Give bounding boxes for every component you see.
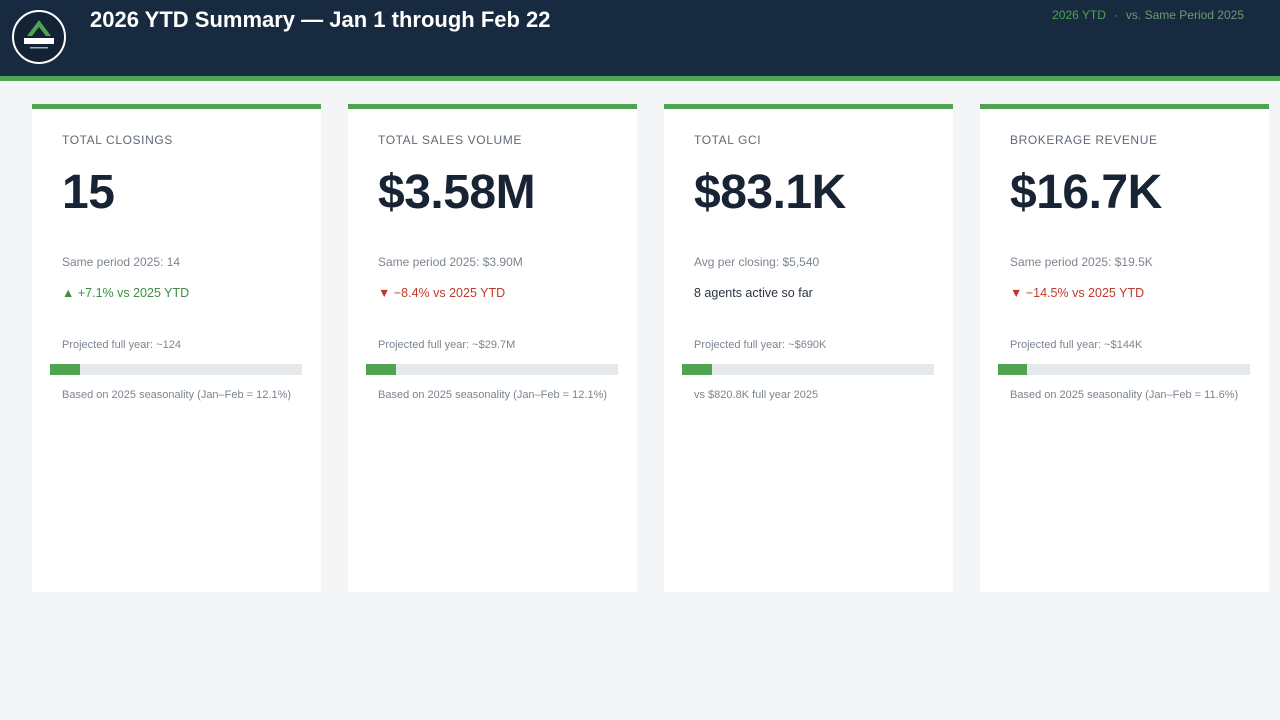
kpi-card-total-sales-volume: TOTAL SALES VOLUME $3.58M Same period 20… bbox=[348, 104, 637, 592]
card-value: $3.58M bbox=[378, 166, 536, 219]
kpi-cards: TOTAL CLOSINGS 15 Same period 2025: 14 ▲… bbox=[32, 104, 1269, 592]
page-title: 2026 YTD Summary — Jan 1 through Feb 22 bbox=[90, 7, 551, 32]
progress-bar bbox=[50, 364, 302, 375]
header-accent-bar bbox=[0, 76, 1280, 81]
card-value: $16.7K bbox=[1010, 166, 1162, 219]
card-label: TOTAL CLOSINGS bbox=[62, 133, 173, 147]
progress-bar bbox=[682, 364, 934, 375]
kpi-card-total-gci: TOTAL GCI $83.1K Avg per closing: $5,540… bbox=[664, 104, 953, 592]
card-note: Based on 2025 seasonality (Jan–Feb = 12.… bbox=[62, 389, 292, 401]
card-projection: Projected full year: ~$29.7M bbox=[378, 339, 516, 351]
card-projection: Projected full year: ~$690K bbox=[694, 339, 827, 351]
period-secondary: vs. Same Period 2025 bbox=[1125, 8, 1244, 22]
kpi-card-total-closings: TOTAL CLOSINGS 15 Same period 2025: 14 ▲… bbox=[32, 104, 321, 592]
company-logo bbox=[12, 10, 66, 64]
card-delta: 8 agents active so far bbox=[694, 286, 813, 300]
progress-bar bbox=[366, 364, 618, 375]
progress-fill bbox=[366, 364, 397, 375]
card-subtext: Same period 2025: $3.90M bbox=[378, 255, 523, 269]
progress-fill bbox=[998, 364, 1028, 375]
progress-fill bbox=[682, 364, 713, 375]
down-arrow-icon: ▼ bbox=[1010, 286, 1023, 300]
card-delta: ▲ +7.1% vs 2025 YTD bbox=[62, 286, 189, 300]
card-label: TOTAL SALES VOLUME bbox=[378, 133, 522, 147]
period-comparison: 2026 YTD · vs. Same Period 2025 bbox=[1052, 8, 1244, 22]
card-label: TOTAL GCI bbox=[694, 133, 762, 147]
card-value: $83.1K bbox=[694, 166, 846, 219]
kpi-card-brokerage-revenue: BROKERAGE REVENUE $16.7K Same period 202… bbox=[980, 104, 1269, 592]
delta-text: +7.1% vs 2025 YTD bbox=[77, 286, 190, 300]
period-primary: 2026 YTD bbox=[1052, 8, 1106, 22]
up-arrow-icon: ▲ bbox=[62, 286, 75, 300]
card-note: vs $820.8K full year 2025 bbox=[694, 389, 819, 401]
down-arrow-icon: ▼ bbox=[378, 286, 391, 300]
card-subtext: Same period 2025: $19.5K bbox=[1010, 255, 1153, 269]
card-projection: Projected full year: ~$144K bbox=[1010, 339, 1143, 351]
card-value: 15 bbox=[62, 166, 115, 219]
card-delta: ▼ −14.5% vs 2025 YTD bbox=[1010, 286, 1144, 300]
card-projection: Projected full year: ~124 bbox=[62, 339, 181, 351]
card-delta: ▼ −8.4% vs 2025 YTD bbox=[378, 286, 505, 300]
card-label: BROKERAGE REVENUE bbox=[1010, 133, 1158, 147]
logo-mark-icon bbox=[24, 20, 54, 49]
card-subtext: Avg per closing: $5,540 bbox=[694, 255, 820, 269]
period-separator: · bbox=[1113, 8, 1118, 22]
top-header: 2026 YTD Summary — Jan 1 through Feb 22 … bbox=[0, 0, 1280, 76]
card-note: Based on 2025 seasonality (Jan–Feb = 12.… bbox=[378, 389, 608, 401]
card-note: Based on 2025 seasonality (Jan–Feb = 11.… bbox=[1010, 389, 1239, 401]
delta-text: 8 agents active so far bbox=[694, 286, 813, 300]
progress-bar bbox=[998, 364, 1250, 375]
card-subtext: Same period 2025: 14 bbox=[62, 255, 181, 269]
delta-text: −14.5% vs 2025 YTD bbox=[1025, 286, 1145, 300]
progress-fill bbox=[50, 364, 81, 375]
delta-text: −8.4% vs 2025 YTD bbox=[393, 286, 506, 300]
